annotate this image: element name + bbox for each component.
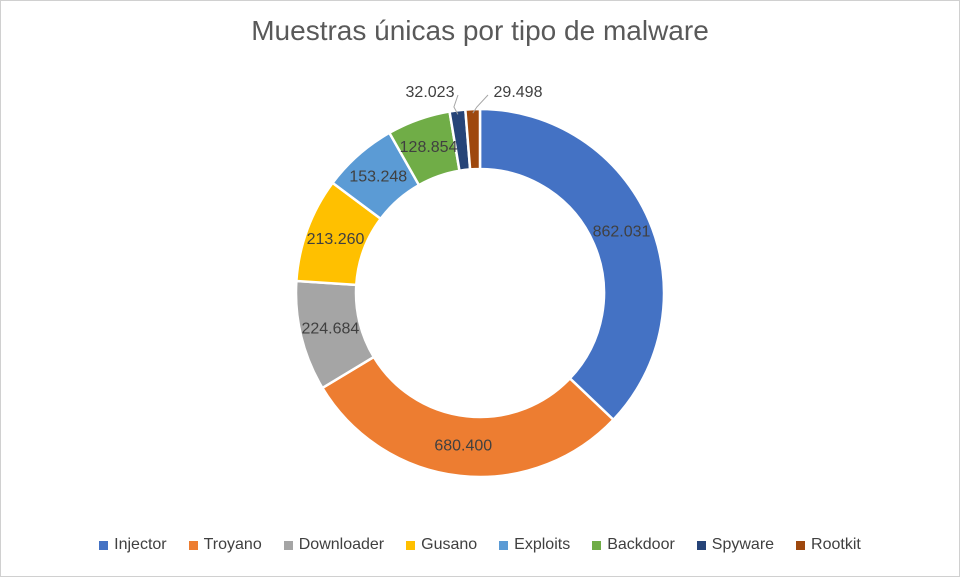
data-label-troyano: 680.400 bbox=[434, 437, 492, 454]
legend-item-downloader: Downloader bbox=[283, 536, 385, 554]
slice-rootkit bbox=[463, 107, 482, 171]
chart-legend: Injector Troyano Downloader Gusano Exploits B… bbox=[1, 536, 959, 554]
chart-title: Muestras únicas por tipo de malware bbox=[251, 15, 709, 46]
data-label-injector: 862.031 bbox=[593, 223, 651, 240]
leader-line-rootkit bbox=[472, 94, 489, 114]
legend-label: Exploits bbox=[514, 536, 571, 553]
legend-item-exploits: Exploits bbox=[499, 536, 570, 554]
legend-swatch bbox=[406, 540, 416, 550]
data-label-exploits: 153.248 bbox=[349, 169, 407, 186]
data-label-rootkit: 29.498 bbox=[494, 84, 543, 101]
slice-troyano bbox=[320, 355, 616, 479]
legend-item-rootkit: Rootkit bbox=[796, 536, 861, 554]
data-label-downloader: 224.684 bbox=[301, 321, 359, 338]
legend-item-backdoor: Backdoor bbox=[592, 536, 675, 554]
leader-line-spyware bbox=[453, 94, 459, 115]
legend-label: Troyano bbox=[203, 536, 262, 553]
legend-item-troyano: Troyano bbox=[188, 536, 262, 554]
slice-injector bbox=[478, 107, 666, 422]
legend-item-injector: Injector bbox=[99, 536, 167, 554]
legend-swatch bbox=[499, 540, 509, 550]
donut-chart: 862.031 680.400 224.684 213.260 153.248 128.8… bbox=[294, 84, 666, 479]
legend-item-gusano: Gusano bbox=[406, 536, 477, 554]
legend-label: Downloader bbox=[298, 536, 385, 553]
legend-label: Injector bbox=[114, 536, 167, 553]
legend-swatch bbox=[796, 540, 806, 550]
legend-label: Rootkit bbox=[811, 536, 861, 553]
legend-swatch bbox=[696, 540, 706, 550]
legend-item-spyware: Spyware bbox=[696, 536, 775, 554]
legend-label: Gusano bbox=[421, 536, 478, 553]
data-label-gusano: 213.260 bbox=[307, 231, 365, 248]
legend-label: Spyware bbox=[711, 536, 775, 553]
legend-label: Backdoor bbox=[607, 536, 675, 553]
legend-swatch bbox=[99, 540, 109, 550]
legend-swatch bbox=[283, 540, 293, 550]
legend-swatch bbox=[592, 540, 602, 550]
data-label-spyware: 32.023 bbox=[406, 84, 455, 101]
data-label-backdoor: 128.854 bbox=[400, 139, 458, 156]
legend-swatch bbox=[188, 540, 198, 550]
